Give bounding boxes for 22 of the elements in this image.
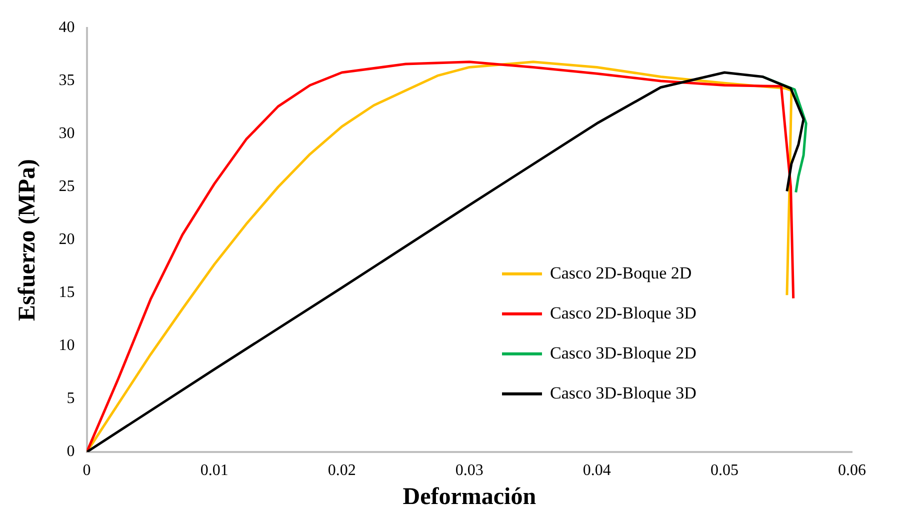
x-axis-title: Deformación (402, 484, 536, 510)
x-tick-label: 0.06 (838, 462, 866, 479)
y-tick-label: 5 (66, 390, 75, 408)
y-tick-label: 35 (58, 72, 75, 90)
y-axis-title: Esfuerzo (MPa) (14, 159, 41, 321)
x-tick-label: 0.02 (328, 462, 356, 479)
x-tick-label: 0 (82, 462, 91, 479)
x-tick-label: 0.03 (455, 462, 484, 479)
y-tick-label: 10 (58, 337, 75, 354)
legend-label: Casco 3D-Bloque 3D (550, 383, 696, 402)
legend-label: Casco 3D-Bloque 2D (550, 343, 696, 362)
y-tick-label: 25 (58, 178, 75, 196)
x-tick-label: 0.04 (582, 462, 611, 479)
x-tick-label: 0.01 (200, 462, 228, 479)
y-tick-label: 20 (58, 231, 75, 248)
legend-label: Casco 2D-Boque 2D (550, 263, 692, 282)
y-tick-label: 40 (58, 19, 75, 36)
y-tick-label: 30 (58, 125, 75, 142)
legend-label: Casco 2D-Bloque 3D (550, 303, 696, 322)
x-tick-label: 0.05 (710, 462, 738, 479)
y-tick-label: 0 (66, 443, 75, 460)
y-tick-label: 15 (58, 284, 75, 302)
